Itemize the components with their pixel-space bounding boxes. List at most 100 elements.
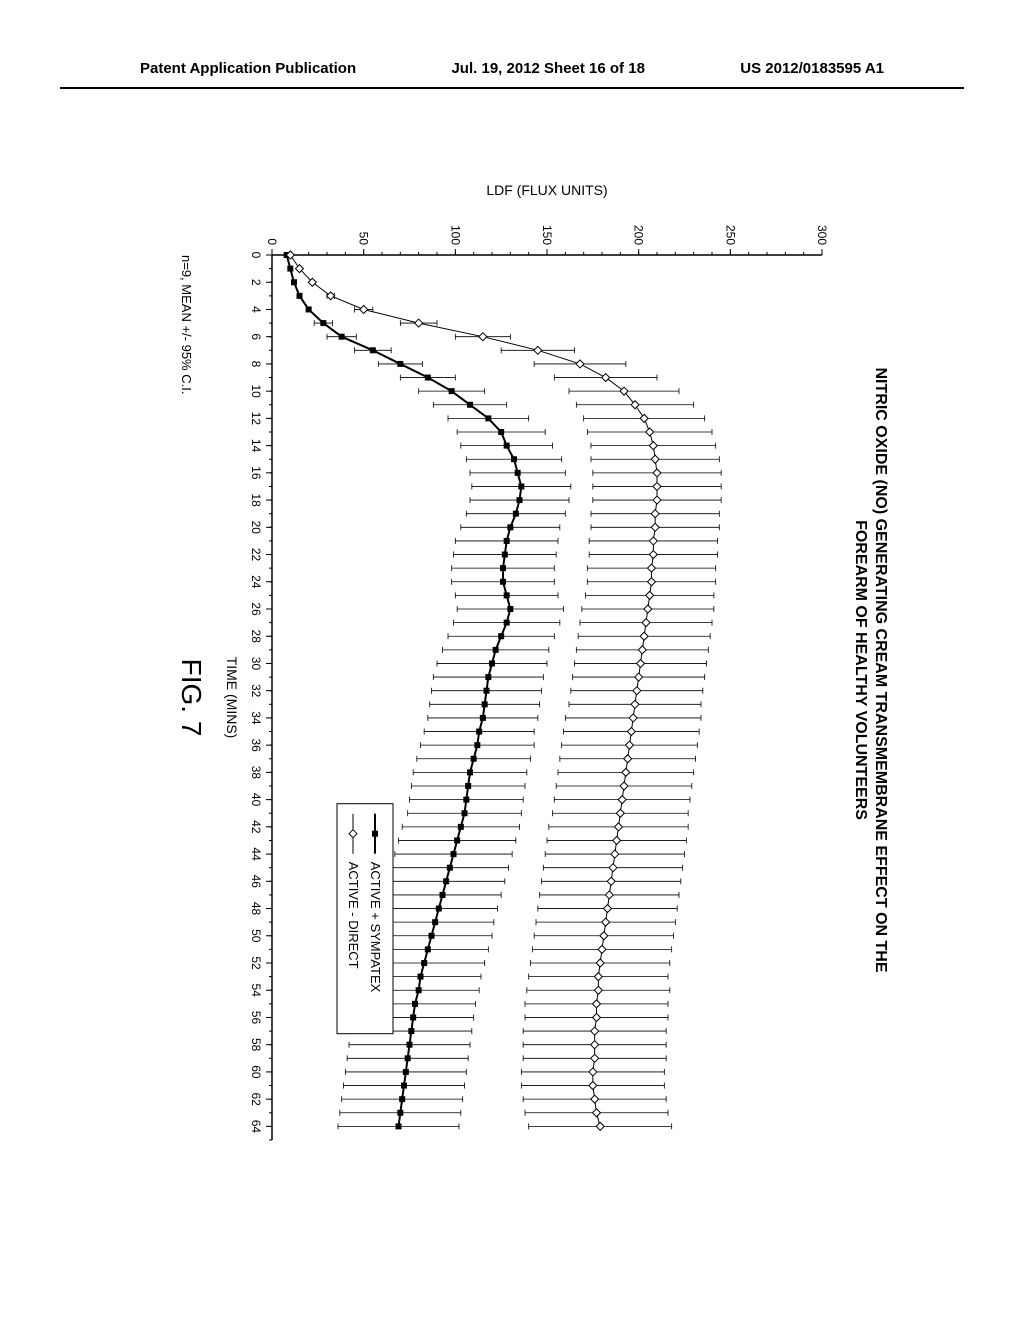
xtick-label: 10 (249, 384, 263, 398)
line-chart: NITRIC OXIDE (NO) GENERATING CREAM TRANS… (122, 160, 902, 1180)
xtick-label: 38 (249, 766, 263, 780)
marker-diamond (624, 755, 632, 763)
marker-diamond (576, 360, 584, 368)
ytick-label: 200 (632, 225, 646, 245)
marker-square (467, 769, 473, 775)
marker-diamond (649, 442, 657, 450)
xtick-label: 6 (249, 333, 263, 340)
marker-square (425, 946, 431, 952)
xtick-label: 30 (249, 657, 263, 671)
marker-diamond (360, 305, 368, 313)
marker-square (451, 851, 457, 857)
marker-square (287, 266, 293, 272)
xtick-label: 64 (249, 1120, 263, 1134)
marker-square (443, 878, 449, 884)
marker-square (306, 306, 312, 312)
xtick-label: 26 (249, 602, 263, 616)
marker-diamond (415, 319, 423, 327)
marker-diamond (635, 673, 643, 681)
marker-diamond (591, 1027, 599, 1035)
marker-square (416, 987, 422, 993)
marker-diamond (653, 469, 661, 477)
marker-diamond (618, 796, 626, 804)
xtick-label: 34 (249, 711, 263, 725)
xtick-label: 28 (249, 630, 263, 644)
marker-square (480, 715, 486, 721)
chart-title-2: FOREARM OF HEALTHY VOLUNTEERS (852, 520, 869, 820)
header-right: US 2012/0183595 A1 (740, 60, 884, 77)
marker-diamond (589, 1082, 597, 1090)
marker-diamond (611, 850, 619, 858)
marker-square (489, 660, 495, 666)
xtick-label: 52 (249, 956, 263, 970)
marker-diamond (627, 728, 635, 736)
xtick-label: 36 (249, 738, 263, 752)
marker-square (467, 402, 473, 408)
xtick-label: 20 (249, 521, 263, 535)
marker-square (421, 960, 427, 966)
marker-square (458, 824, 464, 830)
header-left: Patent Application Publication (140, 60, 356, 77)
marker-square (429, 933, 435, 939)
marker-diamond (651, 455, 659, 463)
footnote: n=9, MEAN +/- 95% C.I. (179, 255, 194, 394)
x-axis-label: TIME (MINS) (224, 657, 240, 739)
marker-square (498, 429, 504, 435)
xtick-label: 50 (249, 929, 263, 943)
marker-diamond (653, 482, 661, 490)
marker-diamond (631, 700, 639, 708)
marker-square (498, 633, 504, 639)
marker-square (471, 756, 477, 762)
marker-diamond (648, 578, 656, 586)
marker-square (401, 1083, 407, 1089)
marker-diamond (605, 891, 613, 899)
marker-diamond (607, 877, 615, 885)
marker-diamond (600, 932, 608, 940)
xtick-label: 46 (249, 875, 263, 889)
marker-square (370, 347, 376, 353)
marker-diamond (534, 346, 542, 354)
marker-square (463, 797, 469, 803)
xtick-label: 8 (249, 361, 263, 368)
ytick-label: 0 (265, 238, 279, 245)
xtick-label: 24 (249, 575, 263, 589)
legend-label: ACTIVE + SYMPATEX (368, 862, 383, 993)
marker-square (485, 415, 491, 421)
marker-diamond (633, 687, 641, 695)
marker-square (482, 701, 488, 707)
marker-square (405, 1055, 411, 1061)
marker-diamond (646, 591, 654, 599)
marker-diamond (604, 905, 612, 913)
marker-square (500, 579, 506, 585)
marker-diamond (602, 918, 610, 926)
marker-diamond (589, 1068, 597, 1076)
xtick-label: 18 (249, 493, 263, 507)
marker-square (397, 361, 403, 367)
chart-title-1: NITRIC OXIDE (NO) GENERATING CREAM TRANS… (872, 367, 889, 972)
marker-diamond (651, 523, 659, 531)
marker-square (410, 1014, 416, 1020)
marker-diamond (609, 864, 617, 872)
figure-label: FIG. 7 (176, 659, 207, 737)
marker-square (291, 279, 297, 285)
marker-diamond (596, 959, 604, 967)
xtick-label: 32 (249, 684, 263, 698)
marker-square (511, 456, 517, 462)
marker-diamond (593, 1013, 601, 1021)
marker-square (408, 1028, 414, 1034)
xtick-label: 62 (249, 1092, 263, 1106)
marker-diamond (616, 809, 624, 817)
marker-diamond (640, 632, 648, 640)
legend-label: ACTIVE - DIRECT (346, 862, 361, 969)
marker-diamond (642, 619, 650, 627)
xtick-label: 56 (249, 1011, 263, 1025)
marker-square (436, 906, 442, 912)
xtick-label: 0 (249, 252, 263, 259)
marker-square (500, 565, 506, 571)
xtick-label: 22 (249, 548, 263, 562)
marker-square (484, 688, 490, 694)
marker-diamond (648, 564, 656, 572)
marker-square (399, 1096, 405, 1102)
marker-diamond (622, 768, 630, 776)
marker-diamond (649, 551, 657, 559)
